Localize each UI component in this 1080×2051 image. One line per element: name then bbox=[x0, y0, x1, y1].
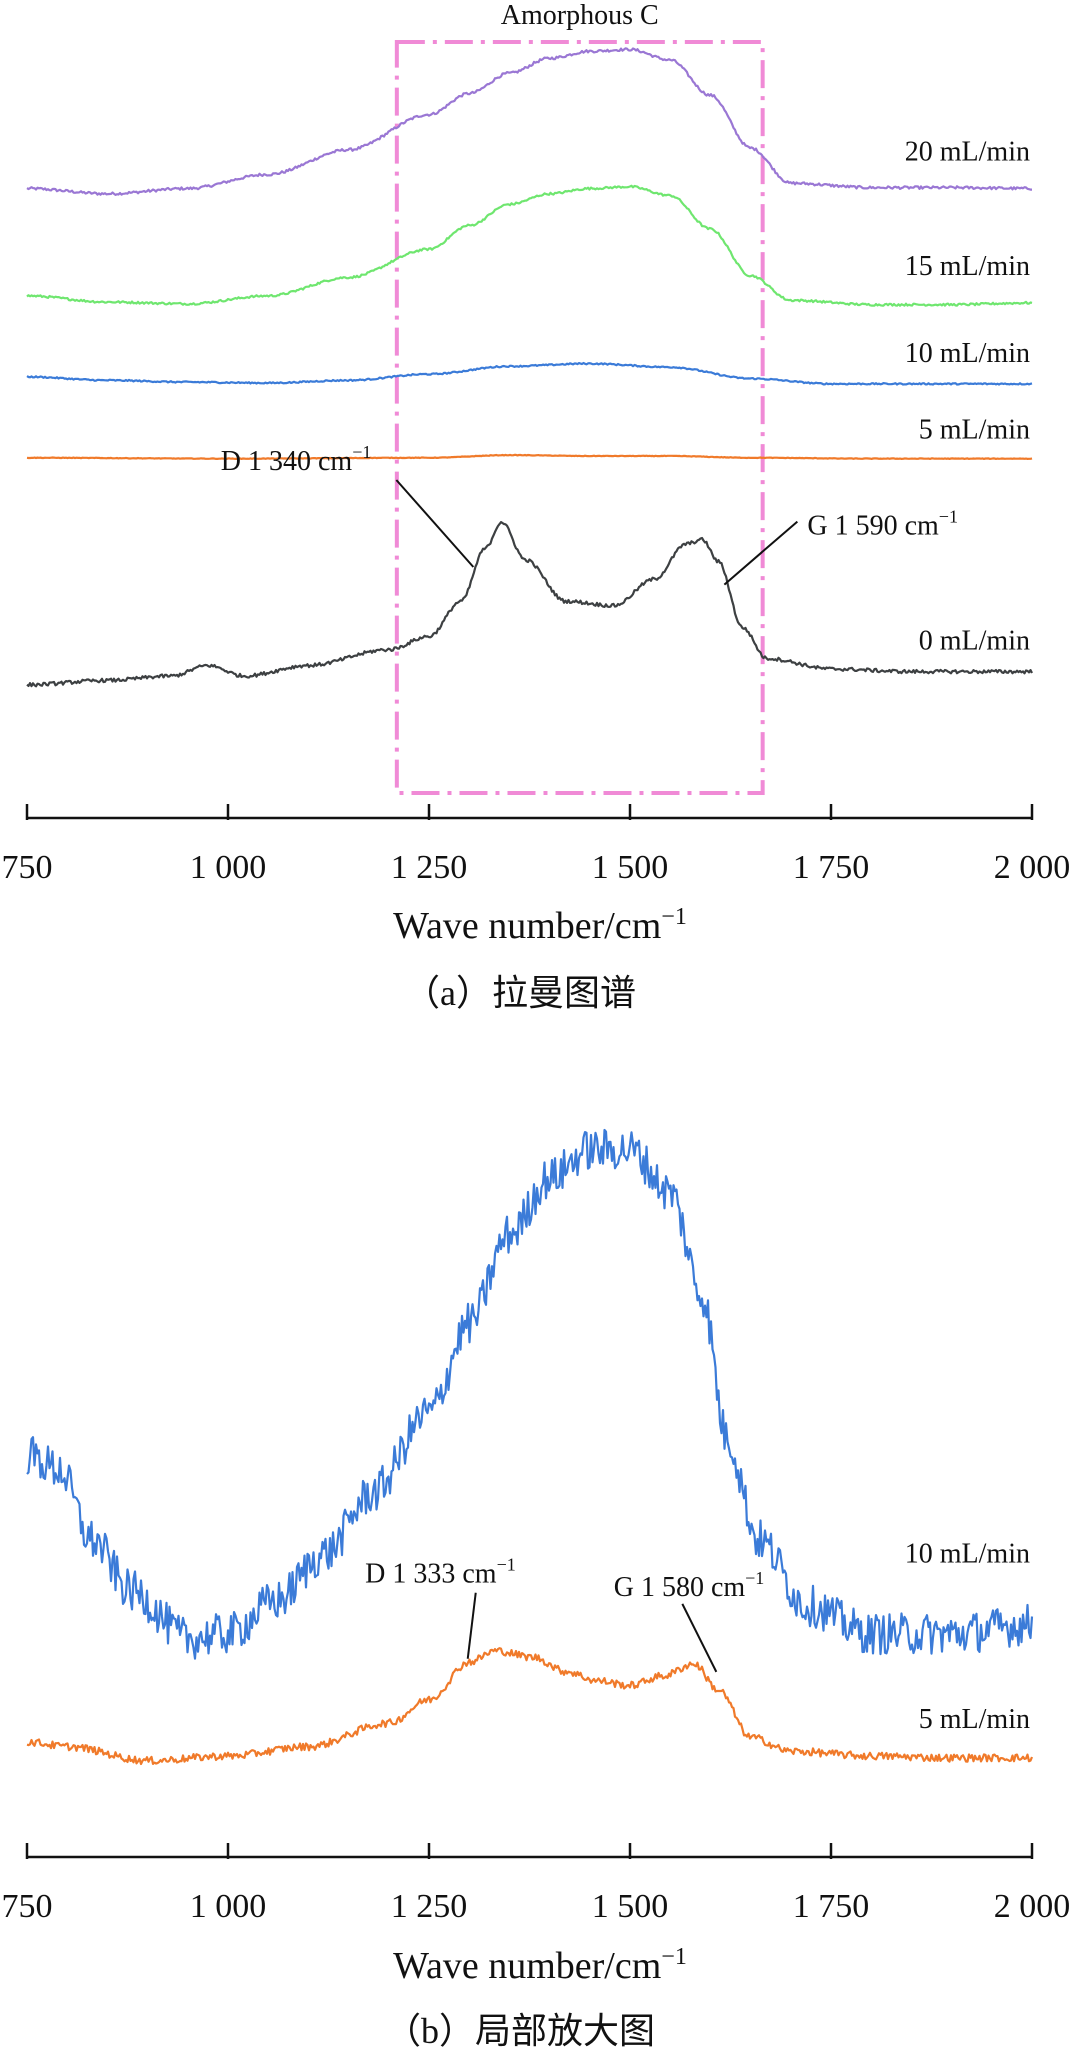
panel-a-x-axis: 750 1 000 1 250 1 500 1 750 2 000 bbox=[2, 804, 1071, 886]
panel-b-x-axis: 750 1 000 1 250 1 500 1 750 2 000 bbox=[2, 1843, 1071, 1925]
series-line-5-ml-min bbox=[26, 1647, 1034, 1766]
series-line-15-ml-min bbox=[26, 184, 1033, 307]
panel-b-caption: （b）局部放大图 bbox=[385, 2011, 655, 2051]
annotation-leader-g-1-580-cm bbox=[681, 1603, 718, 1673]
annotation-g-1-590-cm: G 1 590 cm−1 bbox=[807, 507, 958, 542]
x-tick-label-1500: 1 500 bbox=[592, 849, 669, 886]
panel-b-zoomed-spectra: 10 mL/min 5 mL/min D 1 333 cm−1 G 1 580 cm−… bbox=[2, 1128, 1071, 2051]
x-tick-label-750: 750 bbox=[2, 1888, 53, 1925]
annotation-leader-d-1-333-cm bbox=[466, 1592, 477, 1659]
panel-a-caption: （a）拉曼图谱 bbox=[404, 973, 636, 1013]
panel-a-raman-spectra: Amorphous C 20 mL/min 15 mL/min 10 mL/min 5 … bbox=[2, 0, 1071, 1013]
series-label-5-ml-min: 5 mL/min bbox=[919, 1704, 1030, 1735]
x-tick-label-1500: 1 500 bbox=[592, 1888, 669, 1925]
x-tick-label-2000: 2 000 bbox=[994, 849, 1071, 886]
series-line-10-ml-min bbox=[26, 1128, 1034, 1660]
annotation-g-1-580-cm: G 1 580 cm−1 bbox=[614, 1568, 765, 1603]
series-label-0-ml-min: 0 mL/min bbox=[919, 626, 1030, 657]
x-tick-label-1750: 1 750 bbox=[793, 849, 870, 886]
panel-b-x-axis-label: Wave number/cm−1 bbox=[393, 1944, 687, 1987]
x-tick-label-1000: 1 000 bbox=[190, 1888, 267, 1925]
panel-b-plot-area: 10 mL/min 5 mL/min D 1 333 cm−1 G 1 580 cm−… bbox=[26, 1128, 1034, 1766]
amorphous-c-region-box bbox=[394, 40, 765, 795]
series-line-20-ml-min bbox=[26, 47, 1032, 196]
series-label-5-ml-min: 5 mL/min bbox=[919, 415, 1030, 446]
series-label-10-ml-min: 10 mL/min bbox=[905, 338, 1030, 369]
x-tick-label-1750: 1 750 bbox=[793, 1888, 870, 1925]
amorphous-c-region-label: Amorphous C bbox=[501, 0, 659, 31]
series-label-10-ml-min: 10 mL/min bbox=[905, 1538, 1030, 1569]
annotation-leader-g-1-590-cm bbox=[723, 520, 799, 586]
series-line-10-ml-min bbox=[26, 361, 1033, 386]
x-tick-label-750: 750 bbox=[2, 849, 53, 886]
panel-a-plot-area: Amorphous C 20 mL/min 15 mL/min 10 mL/min 5 … bbox=[26, 0, 1033, 795]
series-line-0-ml-min bbox=[26, 520, 1033, 688]
x-tick-label-1000: 1 000 bbox=[190, 849, 267, 886]
series-label-15-ml-min: 15 mL/min bbox=[905, 251, 1030, 282]
series-line-5-ml-min bbox=[26, 453, 1033, 460]
x-tick-label-2000: 2 000 bbox=[994, 1888, 1071, 1925]
panel-a-x-axis-label: Wave number/cm−1 bbox=[393, 904, 687, 947]
annotation-leader-d-1-340-cm bbox=[395, 479, 475, 568]
x-tick-label-1250: 1 250 bbox=[391, 849, 468, 886]
annotation-d-1-333-cm: D 1 333 cm−1 bbox=[365, 1555, 516, 1590]
series-label-20-ml-min: 20 mL/min bbox=[905, 136, 1030, 167]
x-tick-label-1250: 1 250 bbox=[391, 1888, 468, 1925]
annotation-d-1-340-cm: D 1 340 cm−1 bbox=[221, 442, 372, 477]
